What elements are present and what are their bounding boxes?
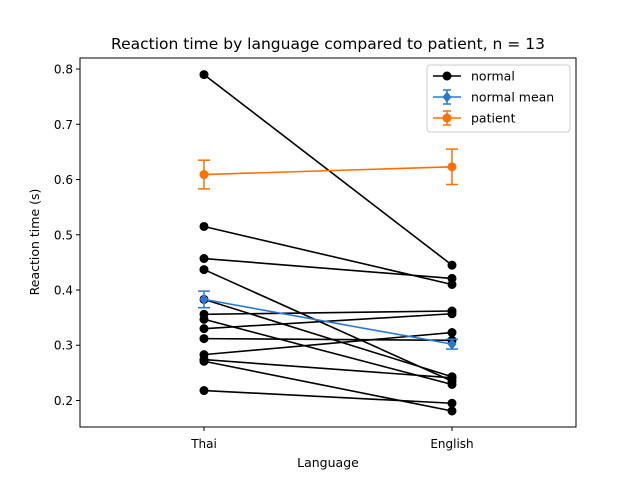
legend-item-normal: normal bbox=[433, 69, 515, 84]
x-axis: Thai English bbox=[190, 427, 474, 451]
normal-line bbox=[203, 310, 453, 316]
legend-label: normal mean bbox=[471, 90, 554, 105]
y-axis-label: Reaction time (s) bbox=[27, 189, 42, 296]
normal-point bbox=[447, 398, 457, 408]
normal-line bbox=[203, 337, 453, 342]
legend-marker-circle bbox=[442, 71, 452, 81]
normal-mean-line bbox=[203, 298, 453, 345]
legend-item-patient: patient bbox=[433, 110, 516, 126]
x-axis-label: Language bbox=[297, 455, 359, 470]
normal-point bbox=[199, 334, 209, 344]
normal-point bbox=[199, 265, 209, 275]
normal-series-12 bbox=[199, 386, 457, 408]
patient-point bbox=[447, 162, 457, 172]
y-tick-label: 0.8 bbox=[54, 63, 73, 77]
normal-point bbox=[447, 309, 457, 319]
y-tick-label: 0.2 bbox=[54, 394, 73, 408]
normal-series-11 bbox=[199, 356, 457, 416]
normal-line bbox=[203, 360, 453, 412]
normal-mean-series-13 bbox=[198, 290, 458, 350]
normal-line bbox=[203, 73, 453, 266]
normal-line bbox=[203, 298, 453, 378]
normal-line bbox=[203, 257, 453, 280]
patient-point bbox=[199, 170, 209, 180]
normal-point bbox=[447, 373, 457, 383]
normal-line bbox=[203, 268, 453, 382]
normal-point bbox=[199, 386, 209, 396]
normal-mean-point bbox=[199, 293, 209, 305]
axes-frame bbox=[79, 57, 577, 428]
legend-label: normal bbox=[471, 69, 515, 84]
legend-item-normal-mean: normal mean bbox=[433, 89, 554, 105]
x-tick-label: Thai bbox=[190, 437, 217, 451]
legend-marker-circle bbox=[442, 113, 452, 123]
y-tick-label: 0.6 bbox=[54, 173, 73, 187]
normal-series-2 bbox=[199, 254, 457, 283]
patient-line bbox=[203, 166, 453, 176]
y-tick-label: 0.7 bbox=[54, 118, 73, 132]
y-tick-label: 0.4 bbox=[54, 284, 73, 298]
normal-series-6 bbox=[199, 314, 457, 389]
normal-point bbox=[199, 70, 209, 80]
normal-point bbox=[199, 254, 209, 264]
normal-line bbox=[203, 358, 453, 379]
normal-series-8 bbox=[199, 334, 457, 345]
legend-box bbox=[426, 64, 571, 133]
normal-point bbox=[447, 260, 457, 270]
normal-point bbox=[199, 314, 209, 324]
normal-point bbox=[199, 356, 209, 366]
normal-point bbox=[199, 221, 209, 231]
legend-label: patient bbox=[471, 111, 516, 126]
x-tick-label: English bbox=[430, 437, 473, 451]
plot-area bbox=[198, 70, 458, 416]
normal-point bbox=[447, 379, 457, 389]
legend: normal normal mean patient bbox=[426, 64, 571, 133]
y-axis: 0.2 0.3 0.4 0.5 0.6 0.7 0.8 bbox=[54, 63, 80, 408]
normal-line bbox=[203, 389, 453, 405]
normal-point bbox=[447, 406, 457, 416]
y-tick-label: 0.3 bbox=[54, 339, 73, 353]
y-tick-label: 0.5 bbox=[54, 228, 73, 242]
normal-point bbox=[199, 324, 209, 334]
chart-title: Reaction time by language compared to pa… bbox=[111, 35, 545, 53]
normal-mean-point bbox=[447, 338, 457, 350]
legend-marker-diamond bbox=[442, 91, 452, 103]
normal-line bbox=[203, 318, 453, 386]
patient-series-14 bbox=[198, 148, 458, 190]
normal-point bbox=[447, 328, 457, 338]
normal-point bbox=[447, 273, 457, 283]
normal-series-0 bbox=[199, 70, 457, 270]
